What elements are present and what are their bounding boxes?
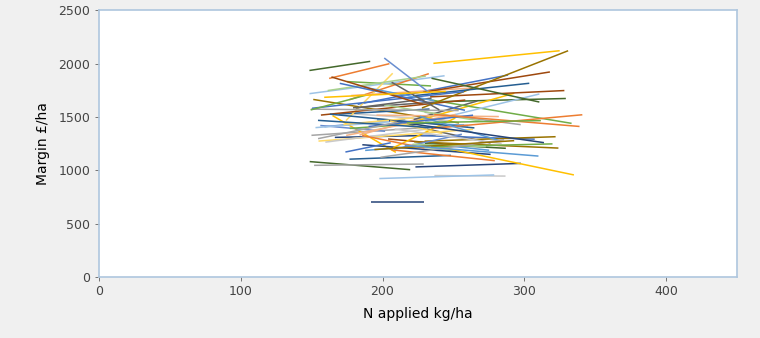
Y-axis label: Margin £/ha: Margin £/ha bbox=[36, 102, 50, 185]
X-axis label: N applied kg/ha: N applied kg/ha bbox=[363, 307, 473, 321]
